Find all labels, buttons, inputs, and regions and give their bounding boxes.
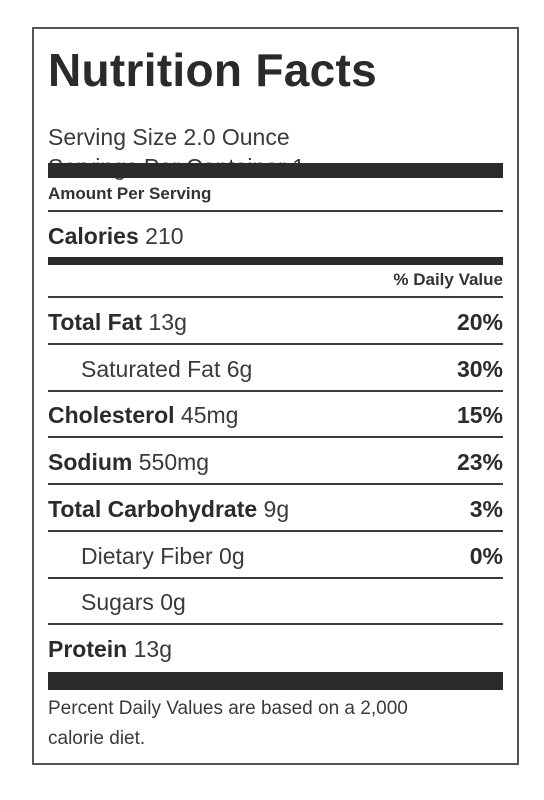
calories-label: Calories (48, 223, 139, 249)
nutrient-amount: 9g (263, 496, 290, 522)
amount-per-serving-heading: Amount Per Serving (48, 184, 212, 203)
nutrient-name: Saturated Fat (81, 356, 221, 382)
nutrient-daily-value: 3% (469, 496, 503, 522)
calories-row: Calories 210 (48, 219, 503, 253)
nutrient-name: Total Fat (48, 309, 143, 335)
nutrient-text: Protein 13g (48, 636, 172, 662)
nutrient-row: Cholesterol 45mg 15% (48, 398, 503, 432)
footnote-line: Percent Daily Values are based on a 2,00… (48, 698, 408, 719)
footnote-line: calorie diet. (48, 728, 146, 749)
nutrient-name: Dietary Fiber (81, 543, 213, 569)
nutrient-amount: 13g (133, 636, 172, 662)
nutrient-amount: 550mg (138, 449, 210, 475)
nutrient-text: Cholesterol 45mg (48, 402, 238, 428)
nutrient-name: Cholesterol (48, 402, 175, 428)
thick-divider (48, 163, 503, 178)
nutrient-text: Dietary Fiber 0g (48, 543, 245, 569)
nutrient-daily-value: 0% (469, 543, 503, 569)
nutrient-daily-value: 20% (456, 309, 503, 335)
nutrient-name: Sugars (81, 589, 154, 615)
nutrient-name: Sodium (48, 449, 133, 475)
nutrient-amount: 6g (226, 356, 253, 382)
nutrient-row: Saturated Fat 6g 30% (48, 352, 503, 386)
calories-value: 210 (145, 223, 184, 249)
nutrient-row: Sodium 550mg 23% (48, 445, 503, 479)
medium-divider (48, 257, 503, 265)
nutrient-row: Protein 13g (48, 632, 503, 666)
divider (48, 343, 503, 345)
nutrient-daily-value: 23% (456, 449, 503, 475)
nutrient-text: Sugars 0g (48, 589, 186, 615)
divider (48, 390, 503, 392)
divider (48, 210, 503, 212)
nutrient-text: Total Fat 13g (48, 309, 187, 335)
footnote: Percent Daily Values are based on a 2,00… (48, 694, 503, 754)
divider (48, 530, 503, 532)
nutrient-text: Saturated Fat 6g (48, 356, 252, 382)
nutrient-row: Sugars 0g (48, 585, 503, 619)
nutrient-row: Total Fat 13g 20% (48, 305, 503, 339)
serving-size: Serving Size 2.0 Ounce (48, 124, 290, 150)
nutrient-amount: 0g (160, 589, 186, 615)
nutrient-row: Total Carbohydrate 9g 3% (48, 492, 503, 526)
daily-value-header: % Daily Value (393, 270, 503, 289)
nutrient-row: Dietary Fiber 0g 0% (48, 539, 503, 573)
nutrient-name: Total Carbohydrate (48, 496, 258, 522)
divider (48, 577, 503, 579)
divider (48, 483, 503, 485)
divider (48, 623, 503, 625)
nutrient-amount: 0g (219, 543, 245, 569)
divider (48, 436, 503, 438)
nutrient-daily-value: 15% (456, 402, 503, 428)
nutrient-text: Sodium 550mg (48, 449, 209, 475)
divider (48, 296, 503, 298)
thick-divider (48, 672, 503, 690)
nutrient-amount: 45mg (180, 402, 239, 428)
nutrient-amount: 13g (148, 309, 187, 335)
nutrient-daily-value: 30% (456, 356, 503, 382)
nutrient-text: Total Carbohydrate 9g (48, 496, 289, 522)
nutrient-name: Protein (48, 636, 128, 662)
label-title: Nutrition Facts (48, 44, 378, 96)
nutrition-facts-label: Nutrition Facts Serving Size 2.0 Ounce S… (32, 27, 519, 765)
